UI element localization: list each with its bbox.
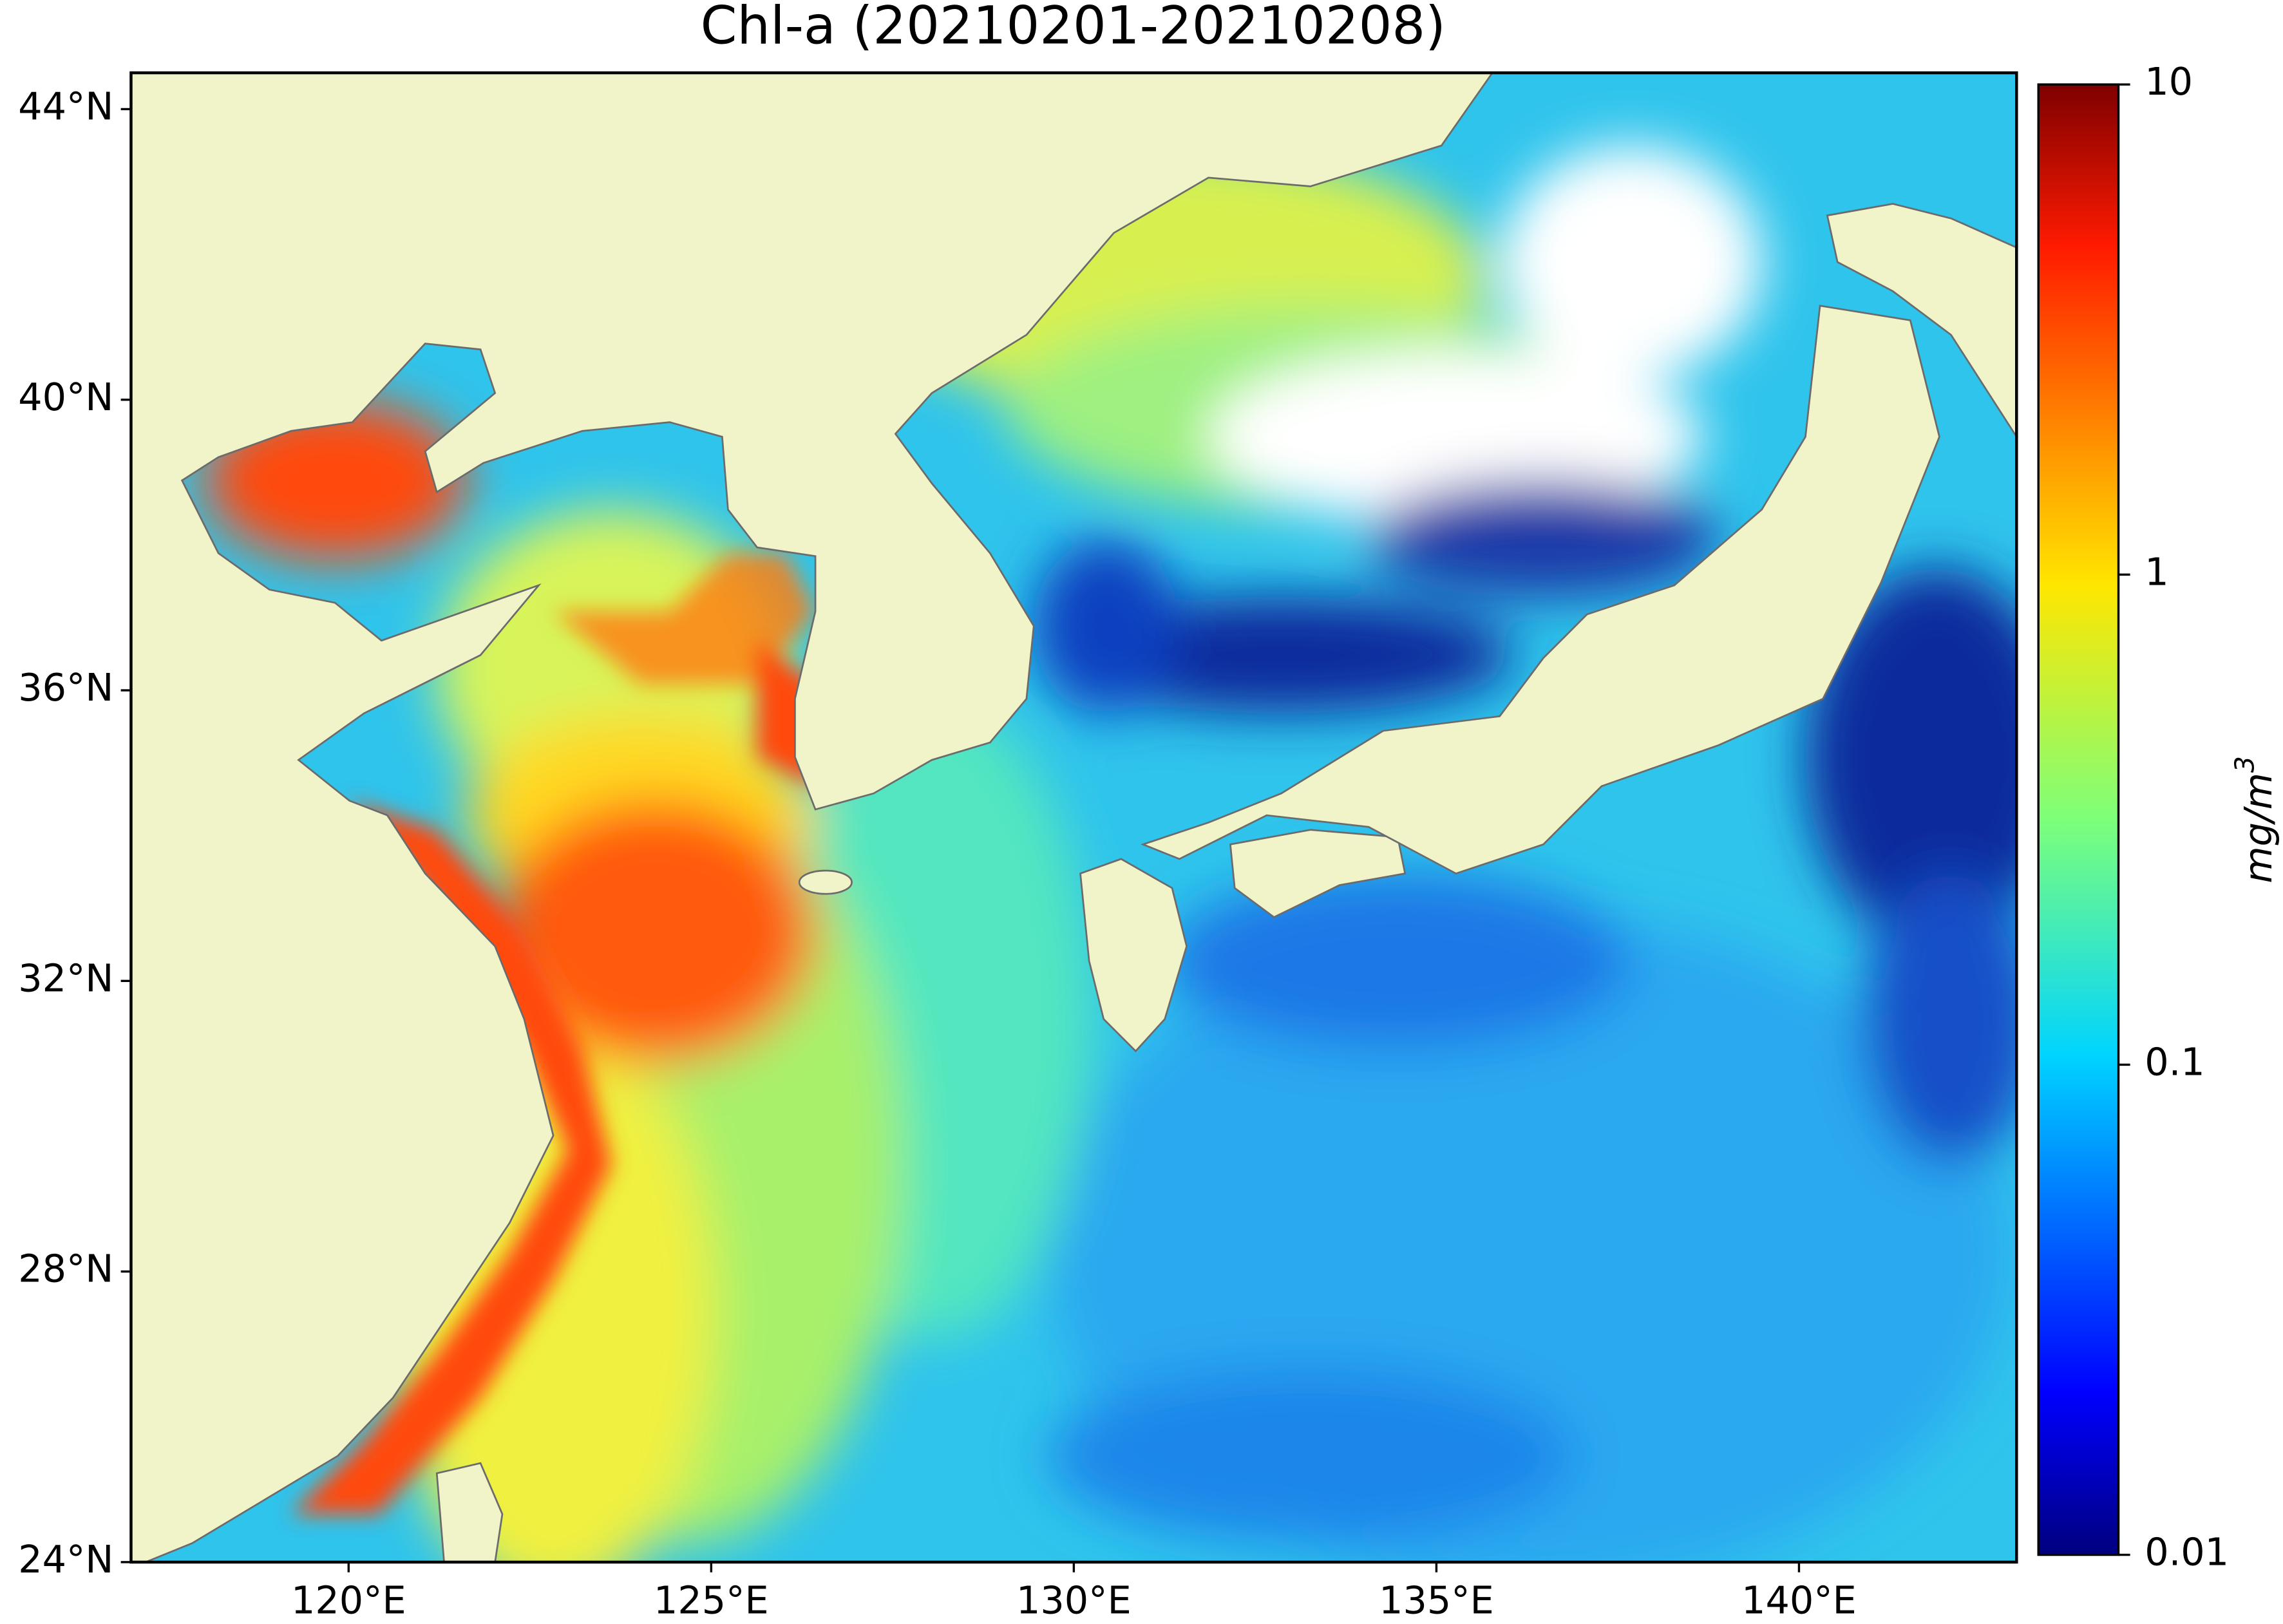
x-tick-label: 135°E [1379,1578,1494,1622]
colorbar-unit-superscript: 3 [2229,756,2260,773]
x-tick-label: 120°E [291,1578,406,1622]
colorbar-tick-label: 0.1 [2145,1040,2204,1084]
title: Chl-a (20210201-20210208) [701,0,1446,57]
y-tick-label: 24°N [18,1537,113,1582]
colorbar-tick-label: 1 [2145,549,2168,594]
map-image [131,73,2017,1562]
colorbar-label: mg/m3 [2229,756,2280,883]
colorbar-tick-label: 10 [2145,59,2193,104]
y-tick-label: 32°N [18,956,113,1000]
x-tick-label: 140°E [1741,1578,1857,1622]
colorbar [2037,83,2120,1556]
y-tick-label: 36°N [18,665,113,710]
colorbar-tick-label: 0.01 [2145,1530,2229,1574]
y-tick-label: 28°N [18,1247,113,1291]
y-tick-label: 44°N [18,84,113,129]
y-tick-label: 40°N [18,375,113,419]
x-tick-label: 130°E [1016,1578,1132,1622]
x-tick-label: 125°E [654,1578,769,1622]
colorbar-unit: mg/m [2236,773,2280,883]
